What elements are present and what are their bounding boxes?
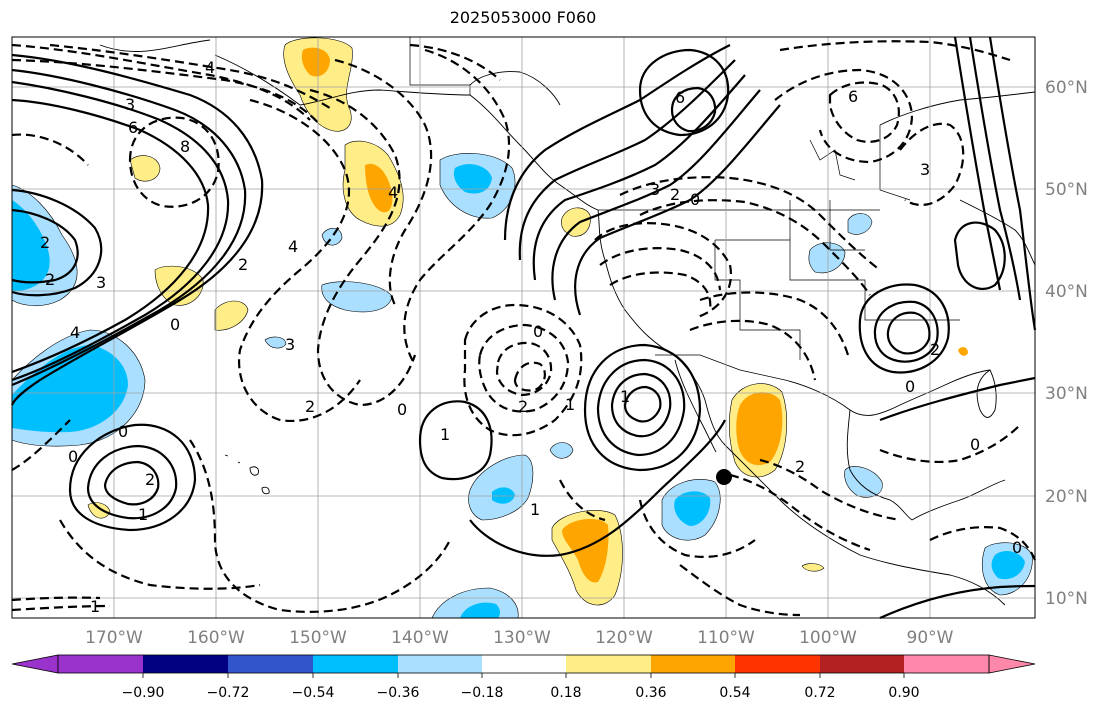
contour-label: 3 xyxy=(285,335,295,354)
contour-label: 3 xyxy=(125,95,135,114)
colorbar-tick-label: −0.36 xyxy=(377,685,420,701)
colorbar-tick-label: −0.18 xyxy=(461,685,504,701)
colorbar: −0.90 −0.72 −0.54 −0.36 −0.18 0.18 0.36 … xyxy=(11,654,1036,701)
dashed-contours xyxy=(11,40,1037,617)
contour-label: 1 xyxy=(620,387,630,406)
contour-label: 2 xyxy=(518,397,528,416)
contour-label: 0 xyxy=(170,315,180,334)
lat-label: 50°N xyxy=(1045,180,1088,200)
contour-label: 0 xyxy=(533,322,543,341)
solid-contours xyxy=(10,36,1037,620)
contour-label: 2 xyxy=(145,470,155,489)
contour-label: 2 xyxy=(930,340,940,359)
lon-label: 110°W xyxy=(697,628,755,648)
lon-label: 130°W xyxy=(493,628,551,648)
lon-label: 90°W xyxy=(907,628,954,648)
coastlines xyxy=(99,39,1036,606)
colorbar-segment xyxy=(398,655,482,673)
contour-label: 3 xyxy=(920,160,930,179)
lat-label: 30°N xyxy=(1045,384,1088,404)
contour-label: 2 xyxy=(670,185,680,204)
colorbar-tick-label: 0.54 xyxy=(719,685,750,701)
contour-label: 0 xyxy=(905,377,915,396)
colorbar-segment xyxy=(820,655,904,673)
contour-label: 2 xyxy=(238,255,248,274)
lat-label: 40°N xyxy=(1045,282,1088,302)
lat-label: 10°N xyxy=(1045,589,1088,609)
contour-label: 4 xyxy=(388,183,398,202)
lat-label: 20°N xyxy=(1045,487,1088,507)
contour-label: 6 xyxy=(848,87,858,106)
colorbar-tick-label: 0.18 xyxy=(550,685,581,701)
contour-label: 1 xyxy=(90,597,100,616)
contour-label: 0 xyxy=(397,400,407,419)
political-borders xyxy=(409,37,960,381)
contour-label: 6 xyxy=(675,88,685,107)
lon-label: 120°W xyxy=(595,628,653,648)
latitude-labels: 60°N 50°N 40°N 30°N 20°N 10°N xyxy=(1045,78,1088,609)
colorbar-segment xyxy=(228,655,313,673)
colorbar-tick-label: −0.90 xyxy=(122,685,165,701)
contour-labels: 4 3 6 8 2 2 3 4 4 2 0 4 3 2 0 0 1 2 1 0 … xyxy=(40,58,1022,616)
contour-label: 6 xyxy=(128,118,138,137)
contour-label: 1 xyxy=(440,425,450,444)
longitude-labels: 170°W 160°W 150°W 140°W 130°W 120°W 110°… xyxy=(85,628,954,648)
colorbar-segment xyxy=(58,655,143,673)
contour-label: 3 xyxy=(96,273,106,292)
colorbar-segment xyxy=(143,655,228,673)
lon-label: 150°W xyxy=(289,628,347,648)
map-title: 2025053000 F060 xyxy=(449,8,597,27)
contour-label: 0 xyxy=(68,447,78,466)
colorbar-tick-label: 0.36 xyxy=(635,685,666,701)
map-frame xyxy=(11,36,1036,619)
contour-label: 0 xyxy=(690,190,700,209)
colorbar-tick-label: 0.90 xyxy=(888,685,919,701)
lon-label: 160°W xyxy=(187,628,245,648)
colorbar-segment xyxy=(313,655,398,673)
contour-label: 0 xyxy=(970,435,980,454)
colorbar-segment xyxy=(651,655,735,673)
contour-label: 8 xyxy=(180,137,190,156)
colorbar-segment xyxy=(904,655,989,673)
colorbar-tick-label: 0.72 xyxy=(804,685,835,701)
colorbar-extend-high xyxy=(988,654,1036,674)
colorbar-segment xyxy=(566,655,651,673)
storm-center-marker xyxy=(716,469,732,485)
contour-label: 2 xyxy=(305,397,315,416)
lon-label: 170°W xyxy=(85,628,143,648)
lat-label: 60°N xyxy=(1045,78,1088,98)
contour-label: 2 xyxy=(40,233,50,252)
colorbar-extend-low xyxy=(11,654,59,674)
contour-label: 4 xyxy=(70,323,80,342)
contour-label: 1 xyxy=(530,500,540,519)
contour-label: 0 xyxy=(1012,538,1022,557)
lon-label: 100°W xyxy=(799,628,857,648)
contour-label: 2 xyxy=(795,457,805,476)
contour-label: 3 xyxy=(650,180,660,199)
lon-label: 140°W xyxy=(391,628,449,648)
contour-label: 1 xyxy=(565,395,575,414)
map-background xyxy=(12,37,1035,618)
contour-label: 1 xyxy=(138,505,148,524)
colorbar-tick-label: −0.54 xyxy=(292,685,335,701)
gridlines xyxy=(12,37,1035,618)
contour-label: 4 xyxy=(288,237,298,256)
contour-label: 4 xyxy=(205,58,215,77)
contour-label: 2 xyxy=(45,270,55,289)
colorbar-tick-label: −0.72 xyxy=(207,685,250,701)
contour-label: 0 xyxy=(118,422,128,441)
colorbar-segment xyxy=(482,655,566,673)
colorbar-segment xyxy=(735,655,820,673)
